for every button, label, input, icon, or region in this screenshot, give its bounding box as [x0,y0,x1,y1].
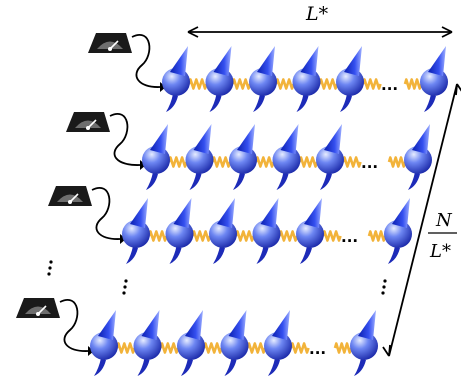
right-column-ellipsis [381,279,387,295]
spin-row-3: ... [48,186,412,264]
spin-row-4: ... [16,298,378,376]
spin-particle-icon [336,46,364,112]
length-arrow [187,26,453,38]
spring-coupling-icon [318,78,339,90]
spin-particle-icon [264,310,292,376]
spin-particle-icon [220,310,249,376]
spin-rows: ............ [16,33,448,376]
spring-coupling-icon [191,230,212,242]
spring-coupling-icon [187,78,208,90]
depth-label-denominator: L* [429,241,451,262]
spring-coupling-icon [367,230,387,242]
left-column-ellipsis [122,279,128,295]
row-ellipsis: ... [361,154,378,172]
spin-particle-icon [249,46,277,112]
spring-coupling-icon [147,230,168,242]
spin-particle-icon [316,124,344,190]
spring-coupling-icon [254,156,275,168]
spin-particle-icon [252,198,281,264]
spring-coupling-icon [231,78,252,90]
spin-row-2: ... [66,112,432,190]
spring-coupling-icon [298,156,319,168]
spring-coupling-icon [234,230,255,242]
spring-coupling-icon [321,230,342,242]
spring-coupling-icon [341,156,362,168]
spin-particle-icon [90,310,118,376]
meter-cable [59,299,89,352]
spring-coupling-icon [403,78,423,90]
spin-particle-icon [142,124,170,190]
spin-particle-icon [209,198,237,264]
row-ellipsis: ... [309,340,326,358]
depth-arrow [382,83,461,357]
spin-particle-icon [122,198,150,264]
spin-particle-icon [292,46,321,112]
spring-coupling-icon [274,78,295,90]
spin-particle-icon [404,124,432,190]
spin-particle-icon [384,198,412,264]
spring-coupling-icon [115,342,136,354]
spring-coupling-icon [278,230,299,242]
meter-cable [91,187,121,240]
spring-coupling-icon [333,342,353,354]
depth-label-numerator: N [435,210,453,231]
spin-particle-icon [350,310,378,376]
measurement-meter-icon [88,33,132,53]
meter-column-ellipsis [47,260,53,276]
spring-coupling-icon [159,342,180,354]
spin-particle-icon [205,46,234,112]
row-ellipsis: ... [381,76,398,94]
row-ellipsis: ... [341,228,358,246]
spring-coupling-icon [167,156,188,168]
spring-coupling-icon [211,156,232,168]
spring-coupling-icon [202,342,223,354]
measurement-meter-icon [16,298,60,318]
spin-particle-icon [162,46,190,112]
spin-particle-icon [185,124,214,190]
spin-particle-icon [272,124,301,190]
length-label: L* [305,3,329,25]
meter-cable [131,34,161,88]
measurement-meter-icon [48,186,92,206]
spin-particle-icon [420,46,448,112]
spin-particle-icon [177,310,205,376]
spring-coupling-icon [246,342,267,354]
measurement-meter-icon [66,112,110,132]
spin-particle-icon [229,124,257,190]
spring-coupling-icon [361,78,382,90]
spring-coupling-icon [289,342,310,354]
spin-row-1: ... [88,33,448,112]
spin-particle-icon [133,310,162,376]
spin-particle-icon [165,198,194,264]
meter-cable [109,113,141,166]
spin-particle-icon [296,198,324,264]
spring-coupling-icon [387,156,407,168]
